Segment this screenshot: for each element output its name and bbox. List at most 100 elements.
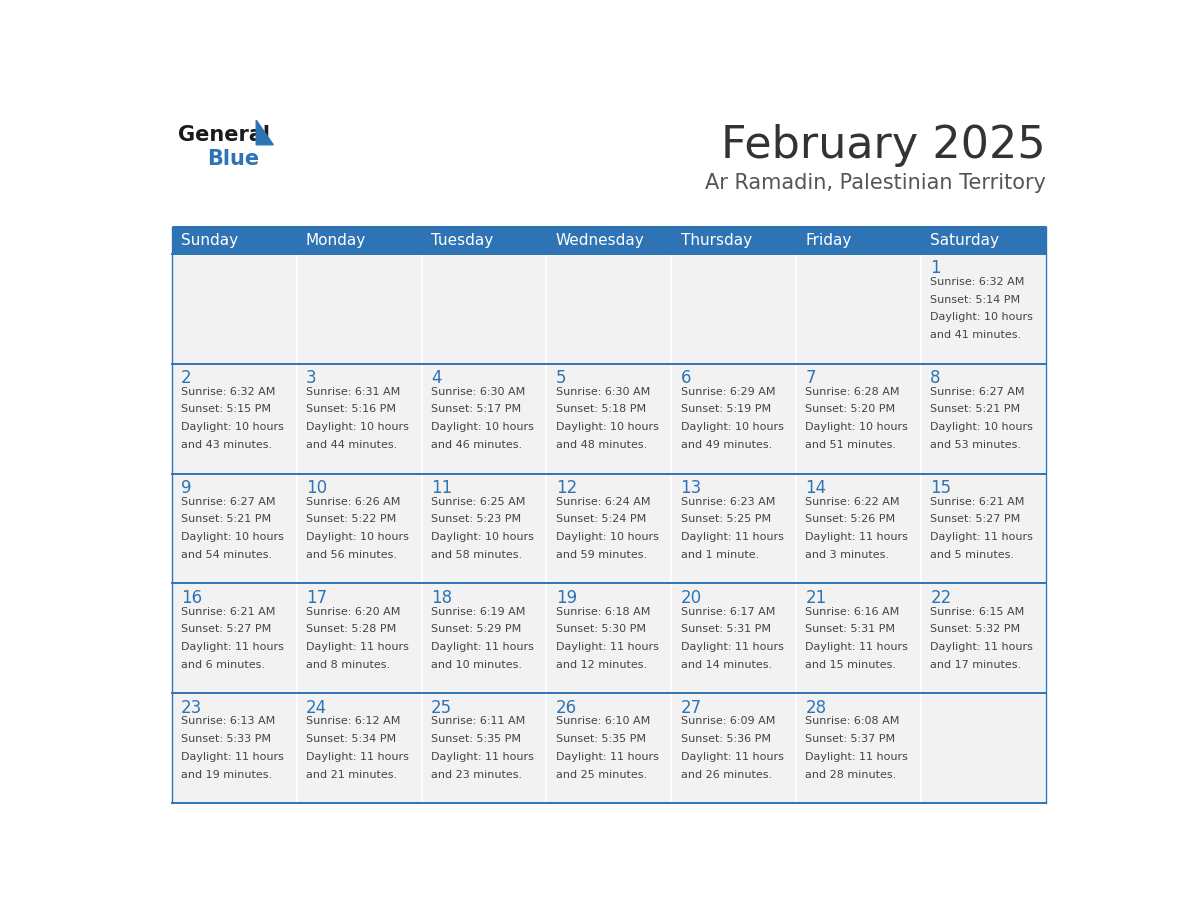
Text: Sunrise: 6:29 AM: Sunrise: 6:29 AM <box>681 386 775 397</box>
Text: Sunrise: 6:09 AM: Sunrise: 6:09 AM <box>681 716 775 726</box>
Text: and 54 minutes.: and 54 minutes. <box>181 550 272 560</box>
Bar <box>796 253 921 364</box>
Text: 12: 12 <box>556 479 577 497</box>
Bar <box>671 693 796 803</box>
Text: Daylight: 11 hours: Daylight: 11 hours <box>556 752 658 762</box>
Text: Sunset: 5:22 PM: Sunset: 5:22 PM <box>307 514 396 524</box>
Text: Sunset: 5:24 PM: Sunset: 5:24 PM <box>556 514 646 524</box>
Text: Sunset: 5:27 PM: Sunset: 5:27 PM <box>930 514 1020 524</box>
Text: Daylight: 10 hours: Daylight: 10 hours <box>181 532 284 542</box>
Text: Sunset: 5:30 PM: Sunset: 5:30 PM <box>556 624 646 634</box>
Text: Daylight: 11 hours: Daylight: 11 hours <box>307 642 409 652</box>
Text: Daylight: 10 hours: Daylight: 10 hours <box>930 312 1034 322</box>
Text: Wednesday: Wednesday <box>556 233 644 248</box>
Bar <box>546 364 671 474</box>
Text: Sunrise: 6:16 AM: Sunrise: 6:16 AM <box>805 607 899 617</box>
Text: Sunset: 5:27 PM: Sunset: 5:27 PM <box>181 624 271 634</box>
Text: and 25 minutes.: and 25 minutes. <box>556 769 646 779</box>
Text: Sunset: 5:35 PM: Sunset: 5:35 PM <box>431 734 520 744</box>
Text: and 12 minutes.: and 12 minutes. <box>556 660 646 669</box>
Text: Daylight: 11 hours: Daylight: 11 hours <box>805 642 909 652</box>
Text: Sunrise: 6:13 AM: Sunrise: 6:13 AM <box>181 716 276 726</box>
Text: General: General <box>178 125 270 145</box>
Text: Daylight: 10 hours: Daylight: 10 hours <box>681 422 783 432</box>
Bar <box>172 474 297 584</box>
Text: and 59 minutes.: and 59 minutes. <box>556 550 646 560</box>
Text: 27: 27 <box>681 699 702 717</box>
Bar <box>546 584 671 693</box>
Text: Sunrise: 6:15 AM: Sunrise: 6:15 AM <box>930 607 1024 617</box>
Text: Sunrise: 6:20 AM: Sunrise: 6:20 AM <box>307 607 400 617</box>
Text: 15: 15 <box>930 479 952 497</box>
Text: and 14 minutes.: and 14 minutes. <box>681 660 772 669</box>
Text: Sunset: 5:20 PM: Sunset: 5:20 PM <box>805 405 896 414</box>
Text: Daylight: 11 hours: Daylight: 11 hours <box>181 752 284 762</box>
Text: Sunset: 5:23 PM: Sunset: 5:23 PM <box>431 514 522 524</box>
Text: Sunset: 5:26 PM: Sunset: 5:26 PM <box>805 514 896 524</box>
Text: Saturday: Saturday <box>930 233 999 248</box>
Text: Sunset: 5:16 PM: Sunset: 5:16 PM <box>307 405 396 414</box>
Text: and 19 minutes.: and 19 minutes. <box>181 769 272 779</box>
Text: Sunrise: 6:31 AM: Sunrise: 6:31 AM <box>307 386 400 397</box>
Text: 14: 14 <box>805 479 827 497</box>
Text: Daylight: 10 hours: Daylight: 10 hours <box>556 422 658 432</box>
Text: Daylight: 10 hours: Daylight: 10 hours <box>307 532 409 542</box>
Text: 21: 21 <box>805 588 827 607</box>
Text: Sunrise: 6:32 AM: Sunrise: 6:32 AM <box>930 277 1025 286</box>
Text: Sunrise: 6:10 AM: Sunrise: 6:10 AM <box>556 716 650 726</box>
Text: Sunrise: 6:21 AM: Sunrise: 6:21 AM <box>930 497 1025 507</box>
Text: 18: 18 <box>431 588 451 607</box>
Text: 9: 9 <box>181 479 191 497</box>
Text: and 43 minutes.: and 43 minutes. <box>181 440 272 450</box>
Bar <box>172 227 297 253</box>
Text: and 48 minutes.: and 48 minutes. <box>556 440 647 450</box>
Text: Daylight: 10 hours: Daylight: 10 hours <box>431 532 533 542</box>
Text: 24: 24 <box>307 699 327 717</box>
Bar <box>796 474 921 584</box>
Bar <box>172 253 297 364</box>
Bar <box>796 364 921 474</box>
Text: Sunset: 5:21 PM: Sunset: 5:21 PM <box>930 405 1020 414</box>
Text: February 2025: February 2025 <box>721 124 1045 167</box>
Text: Daylight: 10 hours: Daylight: 10 hours <box>930 422 1034 432</box>
Bar <box>546 693 671 803</box>
Text: Sunrise: 6:17 AM: Sunrise: 6:17 AM <box>681 607 775 617</box>
Text: and 15 minutes.: and 15 minutes. <box>805 660 897 669</box>
Text: and 49 minutes.: and 49 minutes. <box>681 440 772 450</box>
Text: and 56 minutes.: and 56 minutes. <box>307 550 397 560</box>
Text: Sunset: 5:35 PM: Sunset: 5:35 PM <box>556 734 646 744</box>
Text: Sunrise: 6:30 AM: Sunrise: 6:30 AM <box>556 386 650 397</box>
Text: and 46 minutes.: and 46 minutes. <box>431 440 522 450</box>
Bar <box>921 693 1045 803</box>
Bar <box>921 253 1045 364</box>
Text: 16: 16 <box>181 588 202 607</box>
Text: Sunrise: 6:08 AM: Sunrise: 6:08 AM <box>805 716 899 726</box>
Text: 11: 11 <box>431 479 453 497</box>
Bar <box>422 253 546 364</box>
Text: Monday: Monday <box>307 233 366 248</box>
Text: 20: 20 <box>681 588 702 607</box>
Bar <box>796 227 921 253</box>
Bar <box>921 364 1045 474</box>
Bar <box>921 584 1045 693</box>
Text: Sunrise: 6:32 AM: Sunrise: 6:32 AM <box>181 386 276 397</box>
Text: Daylight: 10 hours: Daylight: 10 hours <box>307 422 409 432</box>
Bar <box>796 584 921 693</box>
Text: Daylight: 11 hours: Daylight: 11 hours <box>930 642 1034 652</box>
Text: Sunset: 5:31 PM: Sunset: 5:31 PM <box>681 624 771 634</box>
Text: and 17 minutes.: and 17 minutes. <box>930 660 1022 669</box>
Text: 28: 28 <box>805 699 827 717</box>
Bar <box>921 474 1045 584</box>
Text: Sunrise: 6:12 AM: Sunrise: 6:12 AM <box>307 716 400 726</box>
Bar <box>671 253 796 364</box>
Text: Daylight: 10 hours: Daylight: 10 hours <box>181 422 284 432</box>
Bar <box>422 584 546 693</box>
Bar <box>172 693 297 803</box>
Text: Daylight: 11 hours: Daylight: 11 hours <box>805 532 909 542</box>
Text: and 41 minutes.: and 41 minutes. <box>930 330 1022 340</box>
Bar <box>172 364 297 474</box>
Text: Tuesday: Tuesday <box>431 233 493 248</box>
Text: 25: 25 <box>431 699 451 717</box>
Text: 3: 3 <box>307 369 316 387</box>
Bar <box>297 227 422 253</box>
